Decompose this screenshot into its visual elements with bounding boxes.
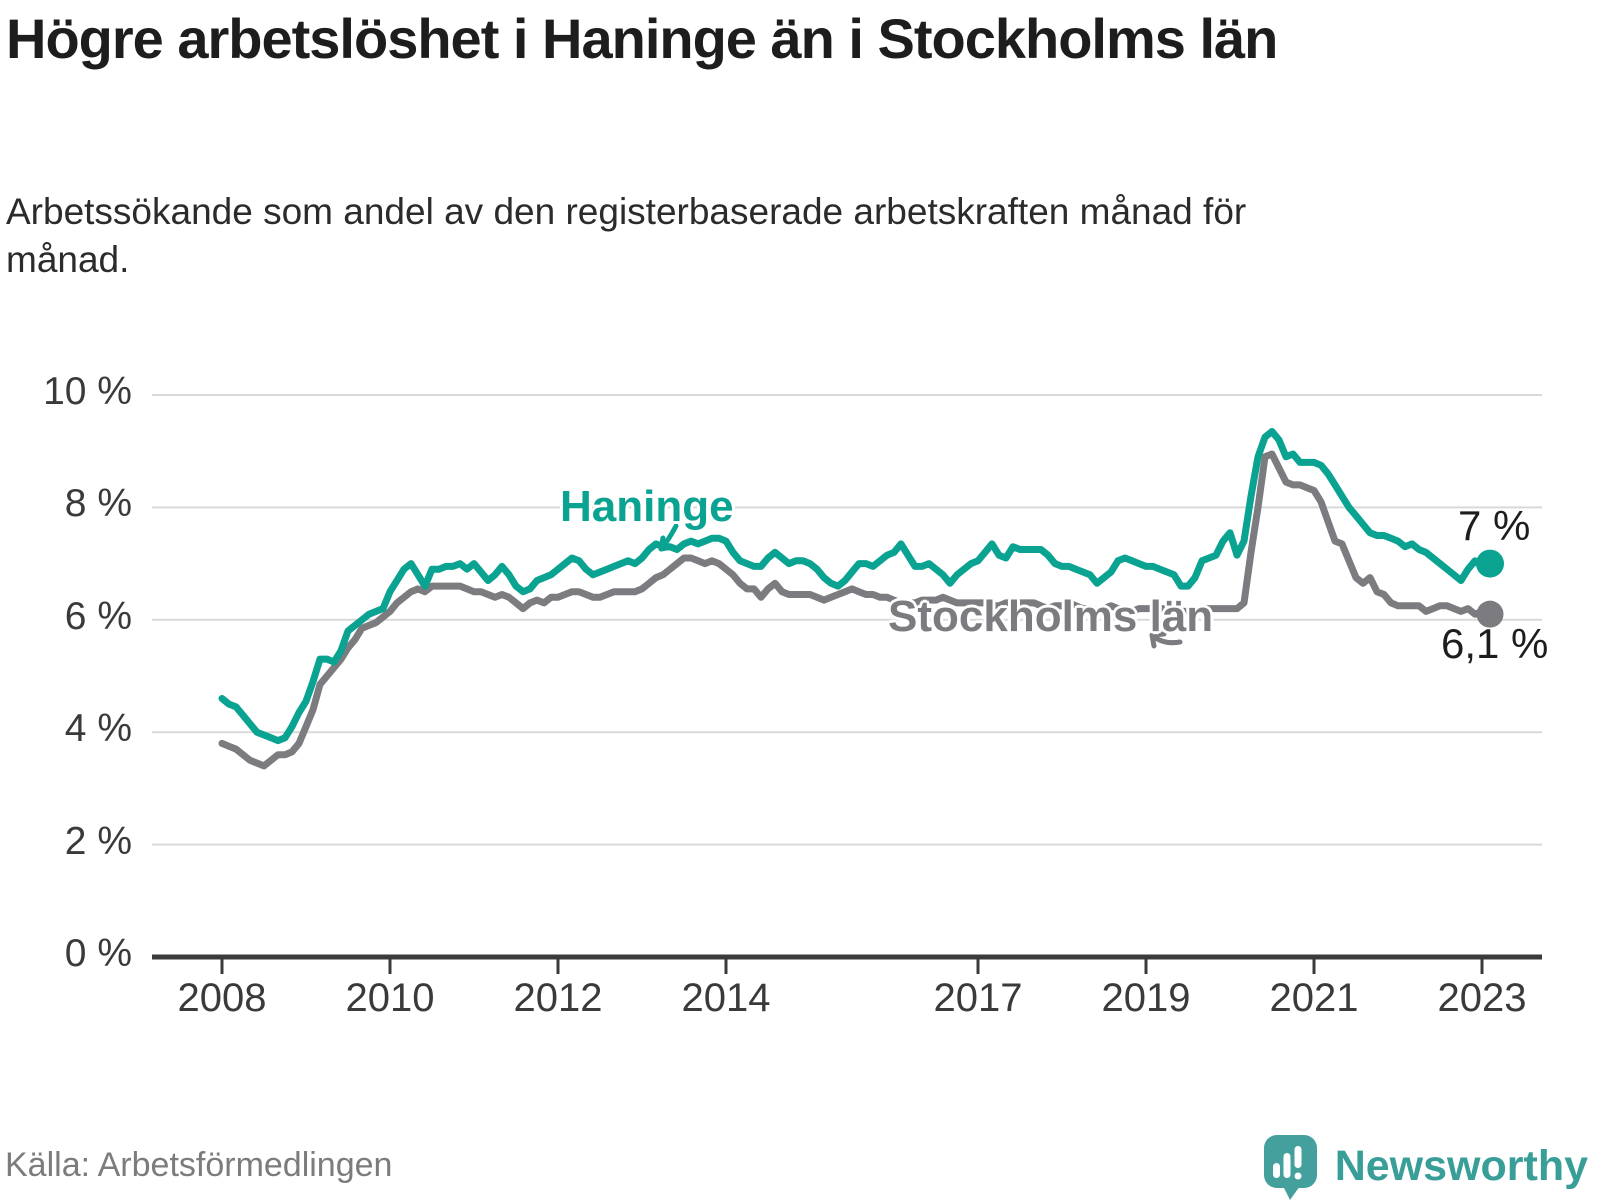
page-title: Högre arbetslöshet i Haninge än i Stockh… xyxy=(6,7,1278,70)
x-axis-label-2021: 2021 xyxy=(1269,976,1359,1020)
y-axis-label-4: 4 % xyxy=(64,707,132,751)
chart-subtitle: Arbetssökande som andel av den registerb… xyxy=(6,191,1247,281)
y-axis-label-2: 2 % xyxy=(64,819,132,863)
endpoint-dot-stockholms-lan xyxy=(1476,600,1504,628)
haninge-label-arrow-icon xyxy=(658,523,679,552)
brand-footer: Newsworthy xyxy=(1263,1134,1588,1200)
x-axis-label-2019: 2019 xyxy=(1101,976,1191,1020)
brand-name: Newsworthy xyxy=(1334,1142,1588,1190)
series-line-stockholms-lan xyxy=(218,450,1493,770)
x-axis-label-2023: 2023 xyxy=(1437,976,1527,1020)
newsworthy-logo-icon xyxy=(1263,1135,1317,1200)
x-axis-label-2008: 2008 xyxy=(177,976,267,1020)
y-axis-label-6: 6 % xyxy=(64,594,132,638)
y-axis-label-0: 0 % xyxy=(64,932,132,975)
y-axis-label-10: 10 % xyxy=(43,370,132,413)
end-value-label-stockholms-lan: 6,1 % xyxy=(1441,620,1549,667)
x-axis-label-2014: 2014 xyxy=(681,976,771,1020)
x-axis-label-2017: 2017 xyxy=(933,976,1023,1020)
source-note: Källa: Arbetsförmedlingen xyxy=(5,1146,393,1184)
endpoint-dot-haninge xyxy=(1476,549,1504,578)
series-label-stockholms-lan: Stockholms län xyxy=(888,592,1214,641)
x-axis-label-2012: 2012 xyxy=(513,976,603,1020)
x-axis-label-2010: 2010 xyxy=(345,976,435,1020)
series-label-haninge: Haninge xyxy=(560,482,734,531)
series-line-haninge xyxy=(218,428,1493,745)
stockholms-lan-label-arrow-icon xyxy=(1149,631,1183,649)
end-value-label-haninge: 7 % xyxy=(1458,502,1531,549)
y-axis-label-8: 8 % xyxy=(64,482,132,526)
